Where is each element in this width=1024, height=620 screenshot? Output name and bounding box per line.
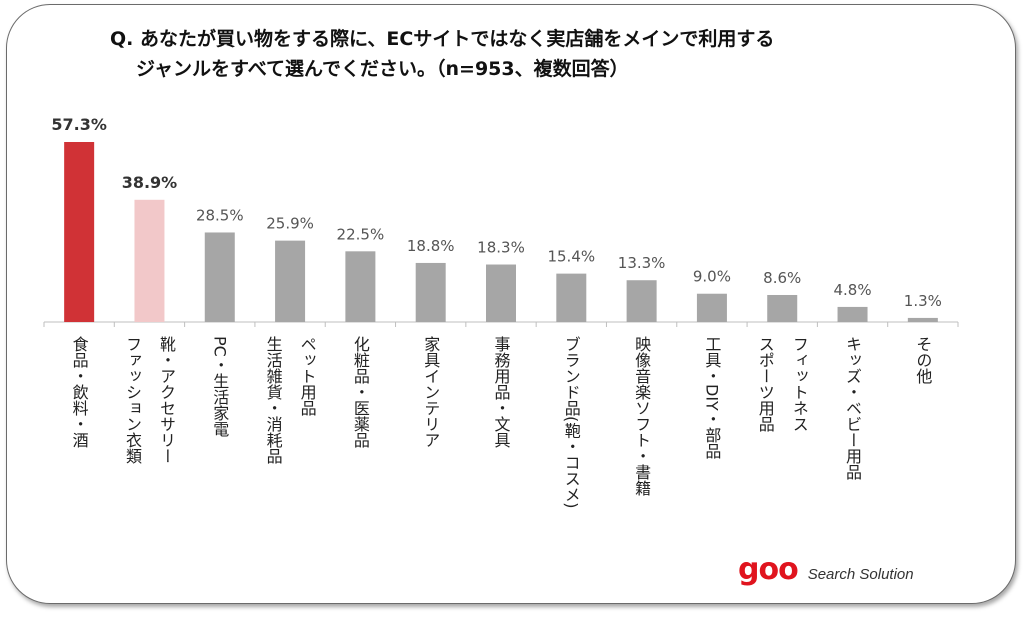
category-label-4-2: 生活雑貨・消耗品 bbox=[264, 336, 283, 464]
category-label-11-2: スポーツ用品 bbox=[756, 336, 775, 432]
chart-title: Q. あなたが買い物をする際に、ECサイトではなく実店舗をメインで利用する ジャ… bbox=[110, 24, 930, 84]
data-label-4: 25.9% bbox=[266, 215, 314, 233]
goo-logo: goo Search Solution bbox=[738, 552, 914, 592]
category-label-1: 食品・飲料・酒 bbox=[70, 336, 89, 448]
data-label-10: 9.0% bbox=[693, 268, 731, 286]
category-label-12: キッズ・ベビー用品 bbox=[843, 336, 862, 480]
goo-logo-mark: goo bbox=[738, 552, 799, 587]
bar-3 bbox=[204, 232, 235, 322]
bar-1 bbox=[64, 142, 95, 322]
data-label-6: 18.8% bbox=[407, 237, 455, 255]
title-line-1: Q. あなたが買い物をする際に、ECサイトではなく実店舗をメインで利用する bbox=[110, 28, 775, 50]
data-label-9: 13.3% bbox=[618, 254, 666, 272]
category-label-7: 事務用品・文具 bbox=[492, 336, 511, 448]
data-label-13: 1.3% bbox=[904, 292, 942, 310]
bar-7 bbox=[486, 264, 516, 322]
category-label-13: その他 bbox=[913, 336, 932, 385]
category-label-9: 映像音楽ソフト・書籍 bbox=[632, 336, 651, 496]
bar-2 bbox=[134, 199, 165, 322]
bar-11 bbox=[767, 294, 798, 322]
data-label-1: 57.3% bbox=[51, 115, 107, 134]
data-label-2: 38.9% bbox=[122, 173, 178, 192]
data-label-5: 22.5% bbox=[337, 225, 385, 243]
category-label-2-2: ファッション衣類 bbox=[123, 336, 142, 464]
goo-logo-subtitle: Search Solution bbox=[807, 566, 914, 583]
bar-9 bbox=[626, 280, 657, 322]
category-label-10: 工具・DIY・部品 bbox=[702, 336, 721, 459]
title-line-2: ジャンルをすべて選んでください。（n=953、複数回答） bbox=[136, 58, 629, 80]
bar-4 bbox=[275, 240, 306, 322]
category-label-5: 化粧品・医薬品 bbox=[351, 336, 370, 448]
category-label-8: ブランド品(鞄・コスメ) bbox=[562, 336, 581, 508]
data-label-7: 18.3% bbox=[477, 239, 525, 257]
category-label-6: 家具インテリア bbox=[421, 336, 440, 448]
category-label-11-1: フィットネス bbox=[790, 336, 809, 432]
category-label-4-1: ペット用品 bbox=[298, 336, 317, 416]
category-label-3: PC・生活家電 bbox=[210, 336, 229, 437]
bar-13 bbox=[907, 317, 938, 322]
bar-5 bbox=[345, 251, 376, 322]
bar-6 bbox=[415, 262, 446, 322]
data-label-3: 28.5% bbox=[196, 206, 244, 224]
data-label-12: 4.8% bbox=[833, 281, 871, 299]
bar-10 bbox=[696, 293, 727, 322]
data-label-11: 8.6% bbox=[763, 269, 801, 287]
category-label-2-1: 靴・アクセサリー bbox=[157, 336, 176, 464]
bar-12 bbox=[837, 306, 868, 322]
data-label-8: 15.4% bbox=[547, 248, 595, 266]
bar-8 bbox=[556, 273, 587, 322]
